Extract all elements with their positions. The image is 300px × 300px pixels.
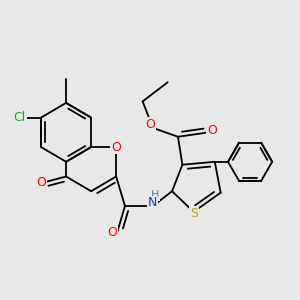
Text: O: O [107, 226, 117, 239]
Text: O: O [145, 118, 155, 131]
Text: S: S [190, 207, 198, 220]
Text: O: O [111, 141, 121, 154]
Text: H: H [151, 190, 159, 200]
Text: O: O [207, 124, 217, 137]
Text: N: N [148, 196, 157, 209]
Text: Cl: Cl [14, 111, 26, 124]
Text: O: O [37, 176, 46, 189]
